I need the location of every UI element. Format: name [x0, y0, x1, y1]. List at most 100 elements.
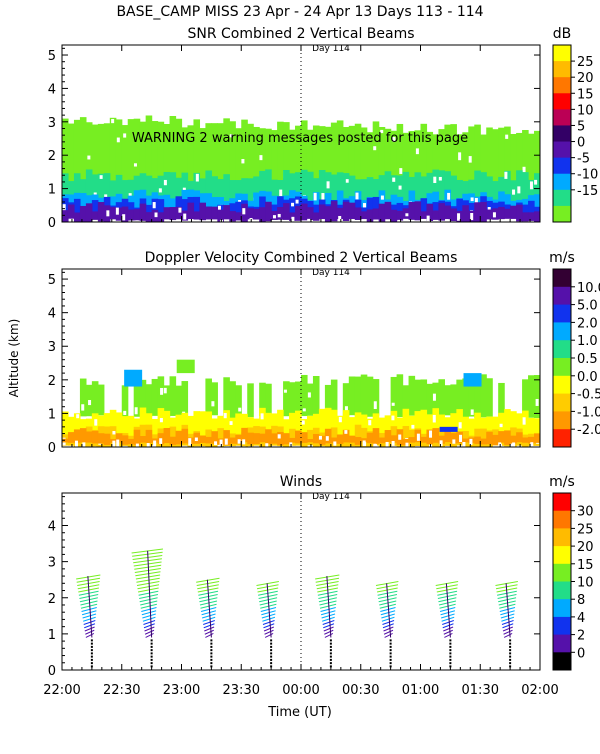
heat-cell	[277, 196, 284, 217]
heat-cell	[528, 200, 535, 219]
heat-cell	[301, 120, 308, 199]
colorbar-segment	[553, 77, 571, 94]
wind-barb	[144, 626, 155, 632]
heat-gap	[283, 389, 287, 393]
wind-dot	[150, 642, 153, 645]
heat-cell	[79, 117, 87, 201]
heat-gap	[134, 407, 138, 415]
x-tick-label: 22:00	[43, 683, 80, 698]
colorbar-segment	[553, 634, 571, 653]
wind-dot	[449, 662, 452, 665]
heat-cell	[211, 206, 218, 220]
wind-dot	[449, 658, 452, 661]
heat-gap	[194, 437, 198, 442]
colorbar-label: 0	[577, 136, 585, 151]
wind-dot	[329, 662, 332, 665]
heat-cell	[145, 175, 153, 203]
heat-gap	[512, 189, 516, 195]
heat-cell	[235, 180, 242, 202]
colorbar-segment	[553, 581, 571, 600]
wind-dot	[449, 665, 452, 668]
y-tick-label: 1	[48, 628, 56, 643]
heat-cell	[348, 202, 356, 220]
heat-cell	[223, 377, 230, 419]
heat-gap	[195, 173, 199, 182]
heat-cell	[402, 132, 410, 200]
heat-gap	[178, 207, 182, 213]
heat-cell	[450, 384, 457, 419]
heat-cell	[163, 171, 171, 202]
heat-gap	[242, 208, 246, 215]
wind-dot	[210, 642, 213, 645]
heat-cell	[91, 200, 99, 217]
heat-cell	[91, 413, 99, 442]
heat-cell	[265, 412, 272, 443]
heat-gap	[291, 202, 295, 207]
warning-text: WARNING 2 warning messages posted for th…	[132, 131, 468, 146]
heat-gap	[93, 192, 97, 196]
heat-cell	[181, 199, 189, 217]
heat-cell	[396, 123, 404, 200]
heat-gap	[392, 136, 396, 142]
heat-cell	[534, 130, 540, 200]
wind-dot	[329, 665, 332, 668]
heat-cell	[324, 407, 332, 443]
colorbar-label: 10	[577, 103, 594, 118]
wind-dot	[509, 665, 512, 668]
heat-cell	[85, 431, 93, 443]
wind-barb	[80, 600, 98, 606]
wind-barb	[136, 577, 160, 583]
heat-gap	[325, 436, 329, 441]
heat-cell	[229, 203, 236, 219]
panel-title: Winds	[280, 474, 322, 490]
heat-cell	[378, 417, 386, 443]
heat-gap	[404, 216, 408, 222]
heat-cell	[62, 210, 69, 222]
wind-stem	[326, 576, 332, 638]
wind-barb	[260, 606, 277, 612]
heat-gap	[214, 441, 218, 446]
heat-cell	[259, 128, 266, 200]
colorbar-segment	[553, 340, 571, 359]
colorbar-segment	[553, 322, 571, 341]
heat-cell	[306, 429, 314, 446]
heat-gap	[183, 213, 187, 220]
colorbar-label: -15	[577, 184, 598, 199]
heat-cell	[229, 381, 236, 419]
wind-dot	[449, 639, 452, 642]
wind-dot	[449, 645, 452, 648]
wind-barb	[322, 616, 335, 622]
wind-barb	[256, 580, 279, 586]
heat-cell	[474, 436, 481, 444]
wind-barb	[383, 626, 394, 632]
heat-cell	[528, 179, 535, 202]
heat-cell	[522, 204, 529, 218]
heat-cell	[486, 176, 493, 203]
heat-cell	[402, 171, 410, 202]
heat-cell	[283, 433, 290, 445]
wind-dot	[329, 655, 332, 658]
heat-cell	[121, 180, 129, 203]
heat-gap	[307, 392, 311, 398]
heat-gap	[405, 213, 409, 217]
heat-cell	[85, 169, 93, 201]
heat-cell	[163, 194, 171, 212]
heat-gap	[530, 442, 534, 447]
heat-gap	[504, 171, 508, 179]
heat-cell	[85, 195, 93, 211]
heat-cell	[468, 418, 475, 446]
heat-cell	[265, 383, 272, 419]
heat-cell	[486, 431, 493, 445]
heat-cell	[247, 178, 254, 202]
heat-gap	[133, 163, 137, 167]
colorbar-label: 1.0	[577, 334, 598, 349]
wind-barb	[81, 610, 97, 616]
wind-dot	[210, 665, 213, 668]
heat-cell	[366, 376, 374, 417]
heat-gap	[405, 442, 409, 447]
heat-cell	[498, 412, 505, 443]
heat-cell	[438, 129, 445, 200]
heat-gap	[223, 413, 227, 419]
heat-cell	[390, 175, 398, 202]
heat-gap	[355, 447, 358, 453]
